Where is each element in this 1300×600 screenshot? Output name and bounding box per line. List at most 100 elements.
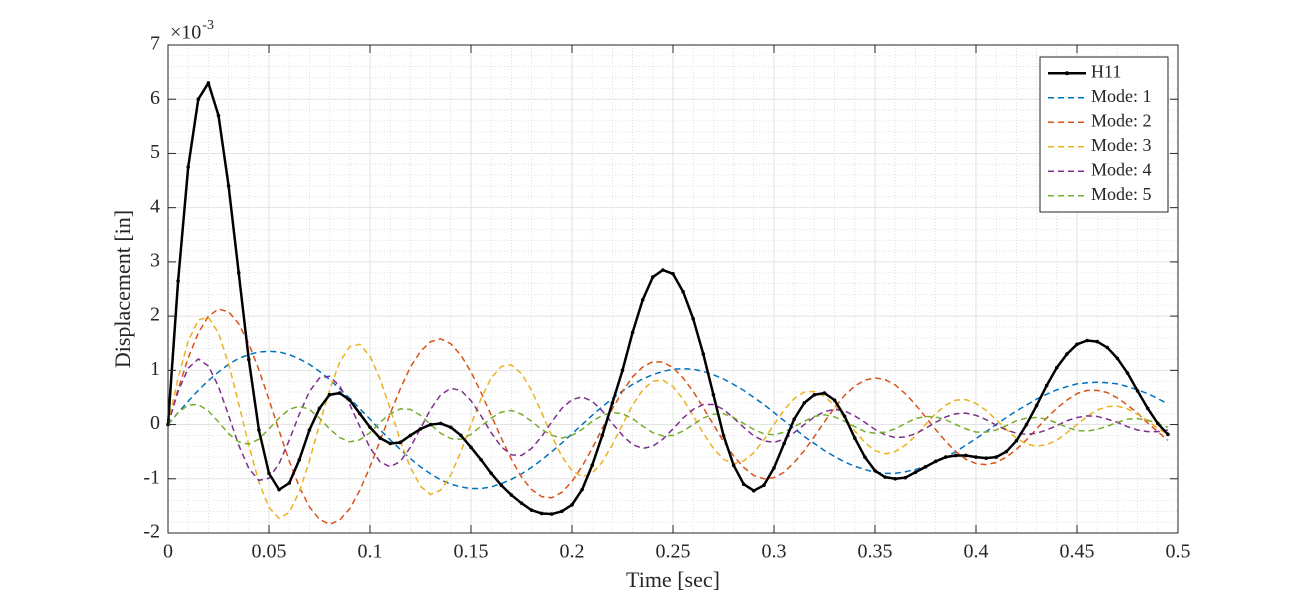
- data-point: [277, 487, 281, 492]
- data-point: [560, 509, 564, 514]
- data-point: [570, 503, 574, 507]
- y-tick-label: 1: [150, 358, 160, 380]
- data-point: [903, 475, 908, 480]
- data-point: [206, 81, 211, 85]
- data-point: [327, 392, 332, 397]
- data-point: [226, 184, 231, 188]
- data-point: [651, 275, 655, 279]
- data-point: [408, 433, 413, 438]
- data-point: [317, 406, 322, 411]
- y-tick-label: 7: [150, 33, 160, 55]
- data-point: [499, 483, 504, 488]
- x-tick-label: 0.3: [762, 541, 787, 563]
- data-point: [519, 501, 524, 505]
- y-tick-label: 2: [150, 304, 160, 326]
- data-point: [711, 392, 716, 397]
- series-line: [166, 81, 1169, 516]
- data-point: [1004, 449, 1009, 454]
- data-point: [398, 440, 403, 445]
- x-tick-label: 0.5: [1166, 541, 1191, 563]
- legend-label: Mode: 5: [1091, 184, 1152, 204]
- series-line: [167, 403, 1169, 445]
- data-point: [196, 97, 201, 102]
- y-multiplier-base: ×10: [170, 22, 201, 44]
- axes-box: [167, 44, 1179, 534]
- x-tick-label: 0.1: [358, 541, 383, 563]
- data-point: [469, 445, 473, 450]
- data-point: [1044, 383, 1049, 388]
- y-tick-label: 0: [150, 412, 160, 434]
- legend-label: Mode: 1: [1091, 86, 1152, 106]
- legend-label: Mode: 2: [1091, 110, 1152, 130]
- data-point: [943, 455, 948, 459]
- data-point: [1065, 352, 1069, 356]
- legend-box: [1039, 56, 1169, 213]
- data-point: [449, 425, 453, 430]
- legend-label: Mode: 3: [1091, 135, 1152, 155]
- data-point: [1095, 339, 1099, 344]
- x-tick-label: 0.05: [252, 541, 287, 563]
- series-line: [167, 358, 1169, 482]
- data-point: [358, 411, 362, 416]
- data-point: [802, 401, 807, 405]
- data-point: [337, 391, 342, 395]
- data-point: [600, 433, 605, 438]
- data-point: [731, 463, 736, 468]
- data-point: [267, 471, 271, 476]
- data-point: [1034, 403, 1039, 408]
- data-point: [842, 414, 847, 419]
- axes: 0 0.05 0.1 0.15 0.2 0.25 0.3 0.35 0.4 0.45 0.5 -2 -1…: [143, 33, 1190, 563]
- data-point: [883, 475, 887, 479]
- data-point: [297, 458, 302, 462]
- data-point: [671, 272, 675, 276]
- data-point: [782, 441, 786, 446]
- data-point: [186, 165, 190, 169]
- data-point: [1075, 342, 1079, 347]
- data-point: [388, 441, 393, 446]
- data-point: [741, 482, 746, 487]
- data-point: [1156, 421, 1160, 426]
- data-point: [479, 458, 483, 462]
- data-point: [428, 422, 433, 427]
- data-point: [964, 453, 968, 458]
- data-point: [620, 368, 625, 373]
- data-point: [994, 455, 998, 459]
- data-point: [954, 453, 958, 458]
- data-point: [257, 428, 261, 432]
- x-tick-label: 0.35: [858, 541, 893, 563]
- data-point: [923, 465, 928, 469]
- data-point: [812, 392, 817, 397]
- y-tick-label: 5: [150, 141, 160, 163]
- data-point: [348, 398, 352, 402]
- plot-area: [166, 81, 1170, 526]
- data-point: [721, 433, 726, 438]
- data-point: [509, 493, 514, 497]
- data-point: [630, 330, 635, 335]
- y-axis-label: Displacement [in]: [110, 210, 135, 368]
- legend-label: Mode: 4: [1091, 159, 1152, 179]
- series-line: [167, 308, 1169, 526]
- data-point: [1055, 365, 1059, 370]
- y-multiplier-exponent: -3: [202, 18, 214, 33]
- x-tick-label: 0: [163, 541, 173, 563]
- data-point: [984, 456, 988, 460]
- data-point: [580, 487, 584, 492]
- data-point: [913, 470, 918, 475]
- legend-label: H11: [1091, 61, 1121, 81]
- data-point: [1024, 422, 1029, 427]
- y-tick-label: -1: [143, 466, 160, 488]
- data-point: [1166, 432, 1170, 437]
- data-point: [640, 298, 645, 302]
- data-point: [1014, 439, 1019, 443]
- data-point: [247, 357, 251, 362]
- data-point: [772, 466, 776, 470]
- data-point: [529, 508, 534, 513]
- data-point: [610, 401, 615, 405]
- data-point: [216, 113, 221, 118]
- y-tick-label: -2: [143, 521, 160, 543]
- data-point: [590, 463, 594, 468]
- x-tick-label: 0.25: [656, 541, 691, 563]
- data-point: [1145, 406, 1150, 411]
- series-line: [167, 350, 1169, 490]
